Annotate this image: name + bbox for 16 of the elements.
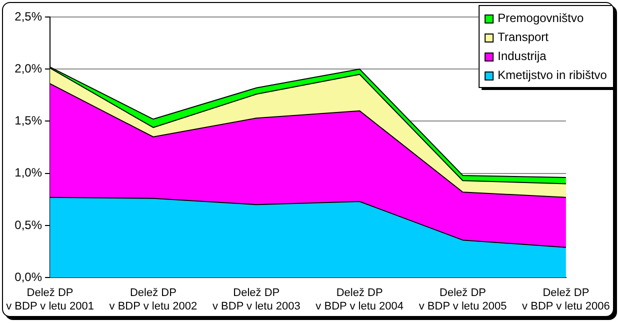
x-tick-label: Delež DP v BDP v letu 2006 [522, 287, 610, 312]
y-tick-label: 0,0% [14, 270, 42, 284]
y-tick-label: 0,5% [14, 218, 42, 232]
x-tick-label: Delež DP v BDP v letu 2003 [212, 287, 300, 312]
legend-label: Premogovništvo [498, 10, 584, 25]
y-tick-label: 2,0% [14, 61, 42, 76]
y-tick-label: 1,0% [14, 166, 42, 180]
legend-label: Kmetijstvo in ribištvo [498, 68, 608, 82]
y-tick-label: 2,5% [14, 9, 42, 24]
x-tick-label: Delež DP v BDP v letu 2004 [316, 287, 404, 312]
x-tick-label: Delež DP v BDP v letu 2002 [109, 287, 198, 312]
x-tick-label: Delež DP v BDP v letu 2005 [418, 287, 507, 312]
legend-label: Transport [498, 30, 550, 44]
x-tick-label: Delež DP v BDP v letu 2001 [6, 287, 94, 312]
legend-label: Industrija [498, 48, 547, 63]
y-tick-label: 1,5% [14, 114, 42, 128]
